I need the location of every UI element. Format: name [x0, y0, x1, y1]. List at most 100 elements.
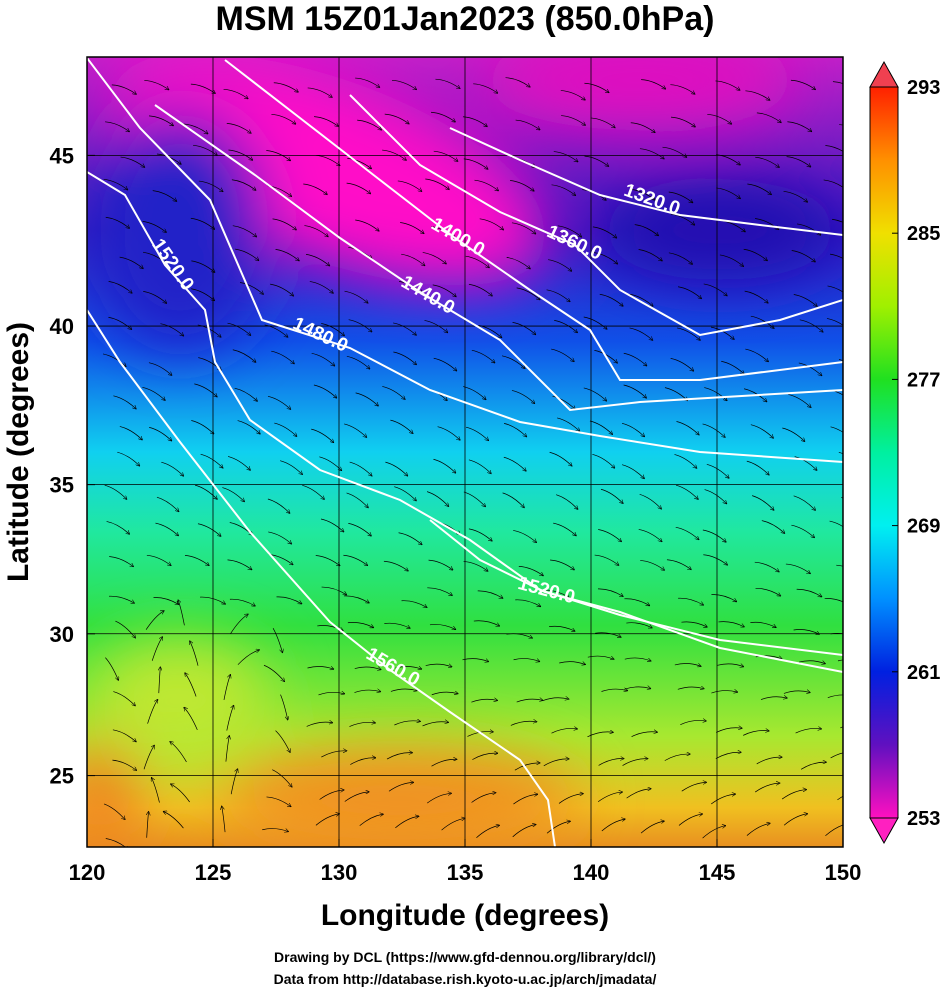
streamline: [262, 828, 288, 832]
streamline: [268, 531, 291, 544]
streamline: [348, 319, 372, 332]
streamline: [432, 284, 456, 297]
streamline: [143, 745, 154, 770]
streamline: [108, 316, 131, 329]
streamline: [280, 460, 302, 475]
streamline: [783, 190, 808, 202]
streamline: [511, 390, 535, 403]
streamline: [103, 803, 125, 820]
streamline: [836, 564, 843, 567]
streamline: [463, 158, 488, 169]
streamline: [756, 757, 782, 765]
streamline: [717, 664, 743, 667]
colorbar-tick-label: 269: [907, 516, 940, 538]
streamline: [106, 521, 130, 534]
streamline: [513, 530, 536, 542]
streamline: [148, 362, 172, 376]
streamline: [506, 257, 530, 268]
streamline: [829, 520, 843, 528]
streamline: [589, 420, 612, 434]
streamline: [754, 561, 779, 572]
streamline: [503, 456, 526, 471]
y-axis-label: Latitude (degrees): [2, 322, 35, 582]
streamline: [388, 782, 413, 792]
streamline: [593, 252, 617, 264]
streamline: [502, 492, 525, 508]
streamline: [837, 659, 843, 662]
streamline: [270, 283, 293, 296]
streamline: [584, 155, 609, 166]
streamline: [311, 352, 335, 365]
streamline: [546, 289, 570, 302]
streamline: [390, 689, 417, 691]
streamline: [639, 493, 662, 508]
streamline: [142, 221, 167, 232]
streamline: [160, 323, 183, 336]
streamline: [112, 759, 136, 770]
streamline: [678, 597, 703, 605]
streamline: [103, 178, 128, 189]
streamline: [543, 759, 569, 767]
streamline: [354, 690, 380, 692]
streamline: [743, 731, 769, 736]
streamline: [704, 489, 727, 504]
streamline: [156, 496, 179, 511]
streamline: [783, 814, 807, 826]
streamline: [601, 689, 627, 691]
streamline: [793, 495, 816, 510]
streamline: [838, 451, 843, 455]
streamline: [476, 825, 499, 838]
streamline: [344, 423, 366, 437]
streamline: [556, 494, 578, 509]
streamline: [232, 225, 257, 237]
streamline: [668, 252, 692, 264]
streamline: [108, 281, 132, 293]
x-tick-label: 150: [825, 860, 862, 885]
streamline: [200, 453, 223, 468]
streamline: [111, 84, 136, 94]
streamline: [147, 700, 158, 724]
streamline: [463, 491, 485, 507]
streamline: [670, 116, 695, 127]
streamline: [515, 119, 540, 130]
colorbar-extend: [869, 60, 899, 88]
streamline: [798, 362, 822, 376]
streamline: [634, 224, 659, 236]
streamline: [119, 256, 143, 268]
streamline: [674, 664, 701, 667]
streamline: [583, 316, 607, 329]
streamline: [841, 497, 843, 499]
streamline: [273, 82, 298, 92]
streamline: [183, 123, 208, 134]
streamline: [234, 387, 258, 401]
streamline: [153, 597, 179, 604]
streamline: [349, 722, 375, 727]
streamline: [401, 253, 424, 265]
streamline: [783, 691, 810, 694]
streamline: [355, 77, 379, 87]
streamline: [307, 667, 334, 670]
streamline: [675, 526, 699, 539]
streamline: [558, 794, 583, 804]
streamline: [267, 395, 291, 409]
streamlines: [102, 77, 843, 847]
streamline: [516, 699, 543, 703]
streamline: [676, 421, 698, 434]
credit: Data from http://database.rish.kyoto-u.a…: [274, 971, 657, 987]
streamline: [590, 117, 615, 128]
streamline: [422, 252, 446, 263]
chart-title: MSM 15Z01Jan2023 (850.0hPa): [216, 0, 715, 38]
streamline: [319, 790, 344, 800]
streamline: [474, 179, 498, 190]
streamline: [744, 290, 768, 303]
streamline: [280, 694, 287, 720]
streamline: [271, 113, 295, 124]
streamline: [227, 322, 251, 335]
streamline: [827, 285, 843, 293]
streamline: [790, 79, 815, 89]
streamline: [304, 225, 328, 237]
streamline: [471, 699, 497, 703]
streamline: [626, 789, 651, 799]
streamline: [155, 522, 178, 535]
